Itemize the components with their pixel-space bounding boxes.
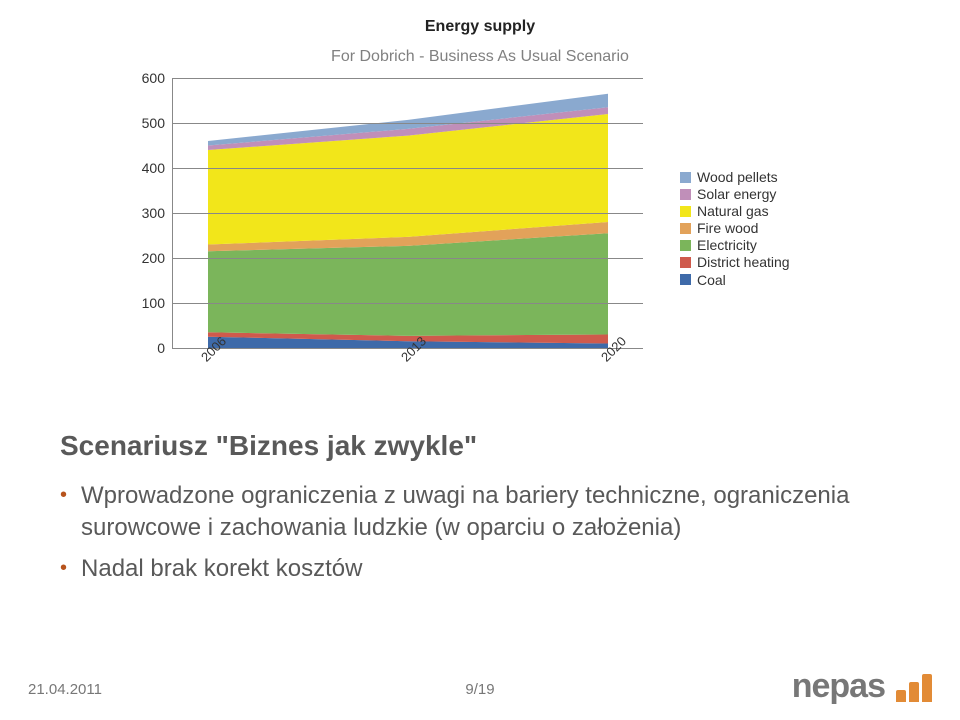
bullet-item: • Wprowadzone ograniczenia z uwagi na bar… <box>60 480 880 545</box>
ytick-label: 300 <box>142 205 165 221</box>
gridline <box>173 213 643 214</box>
bullet-text: Wprowadzone ograniczenia z uwagi na bari… <box>81 480 880 545</box>
ytick-label: 100 <box>142 295 165 311</box>
gridline <box>173 78 643 79</box>
legend-swatch <box>680 240 691 251</box>
legend-swatch <box>680 172 691 183</box>
gridline <box>173 168 643 169</box>
legend-item: Electricity <box>680 237 790 253</box>
gridline <box>173 303 643 304</box>
legend-swatch <box>680 274 691 285</box>
legend-item: Wood pellets <box>680 169 790 185</box>
chart-subtitle: For Dobrich - Business As Usual Scenario <box>0 48 960 66</box>
logo-text: nepas <box>792 667 885 706</box>
chart-wrap: 0100200300400500600200620132020 Wood pel… <box>80 78 880 388</box>
bullet-item: • Nadal brak korekt kosztów <box>60 553 880 585</box>
legend-item: Solar energy <box>680 186 790 202</box>
ytick-label: 200 <box>142 250 165 266</box>
legend-label: Fire wood <box>697 220 758 236</box>
legend-item: Coal <box>680 272 790 288</box>
bullet-list: • Wprowadzone ograniczenia z uwagi na bar… <box>60 480 880 585</box>
bullet-text: Nadal brak korekt kosztów <box>81 553 362 585</box>
ytick-label: 400 <box>142 160 165 176</box>
logo-bar <box>896 690 906 702</box>
logo-bar <box>909 682 919 702</box>
bullet-dot-icon: • <box>60 553 67 583</box>
ytick-label: 600 <box>142 70 165 86</box>
logo-bar <box>922 674 932 702</box>
logo: nepas <box>792 667 932 706</box>
legend-label: Electricity <box>697 237 757 253</box>
legend-item: Natural gas <box>680 203 790 219</box>
content-block: Scenariusz "Biznes jak zwykle" • Wprowadz… <box>60 430 880 593</box>
legend-label: Coal <box>697 272 726 288</box>
legend-swatch <box>680 206 691 217</box>
legend-item: Fire wood <box>680 220 790 236</box>
ytick-label: 0 <box>157 340 165 356</box>
plot-area: 0100200300400500600200620132020 <box>172 78 643 349</box>
legend-label: Solar energy <box>697 186 776 202</box>
gridline <box>173 258 643 259</box>
ytick-label: 500 <box>142 115 165 131</box>
chart-title: Energy supply <box>0 18 960 36</box>
legend-item: District heating <box>680 254 790 270</box>
gridline <box>173 123 643 124</box>
legend-swatch <box>680 257 691 268</box>
slide: Energy supply For Dobrich - Business As … <box>0 0 960 720</box>
legend-label: Natural gas <box>697 203 769 219</box>
legend-swatch <box>680 223 691 234</box>
logo-bars-icon <box>893 672 932 702</box>
bullet-dot-icon: • <box>60 480 67 510</box>
legend-label: District heating <box>697 254 790 270</box>
legend-label: Wood pellets <box>697 169 778 185</box>
scenario-title: Scenariusz "Biznes jak zwykle" <box>60 430 880 462</box>
legend-swatch <box>680 189 691 200</box>
legend: Wood pelletsSolar energyNatural gasFire … <box>680 168 790 289</box>
